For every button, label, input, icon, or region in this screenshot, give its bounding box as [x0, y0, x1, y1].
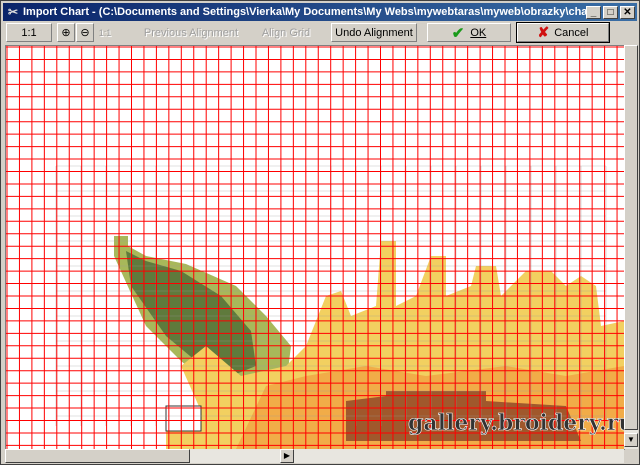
horizontal-scrollbar[interactable]: ▶	[5, 449, 624, 463]
chart-canvas[interactable]: gallery.broidery.ru	[5, 45, 625, 450]
checkmark-icon: ✔	[451, 24, 465, 42]
zoom-actual-button[interactable]: 1:1	[6, 23, 52, 42]
maximize-button[interactable]: □	[603, 5, 618, 19]
zoom-in-icon: ⊕	[61, 27, 71, 39]
title-bar[interactable]: ✂ Import Chart - (C:\Documents and Setti…	[3, 3, 637, 21]
zoom-out-button[interactable]: ⊖	[76, 23, 94, 42]
toolbar: 1:1 ⊕ ⊖ 1:1 Previous Alignment Align Gri…	[3, 22, 637, 44]
ok-button[interactable]: ✔ OK	[427, 23, 511, 42]
close-button[interactable]: ✕	[620, 5, 635, 19]
vertical-scrollbar[interactable]: ▼	[624, 45, 638, 449]
zoom-in-button[interactable]: ⊕	[57, 23, 75, 42]
horizontal-scroll-thumb[interactable]	[5, 449, 190, 463]
dark-green-area	[126, 251, 256, 376]
scroll-right-arrow[interactable]: ▶	[280, 449, 294, 463]
ok-label: OK	[470, 26, 487, 39]
scroll-down-arrow[interactable]: ▼	[624, 433, 638, 447]
fit-button[interactable]: 1:1	[96, 23, 114, 42]
align-grid-button[interactable]: Align Grid	[251, 23, 321, 42]
cancel-label: Cancel	[554, 26, 589, 39]
watermark-text: gallery.broidery.ru	[408, 410, 624, 436]
cancel-button[interactable]: ✘ Cancel	[516, 22, 610, 43]
x-icon: ✘	[537, 24, 550, 40]
alignment-grid	[6, 46, 624, 449]
window-title: Import Chart - (C:\Documents and Setting…	[23, 6, 586, 18]
chart-image[interactable]: gallery.broidery.ru	[6, 46, 624, 449]
previous-alignment-button[interactable]: Previous Alignment	[131, 23, 251, 42]
undo-alignment-button[interactable]: Undo Alignment	[331, 23, 417, 42]
vertical-scroll-thumb[interactable]	[624, 45, 638, 430]
app-icon: ✂	[7, 5, 19, 19]
minimize-button[interactable]: _	[586, 5, 601, 19]
white-cells	[165, 405, 202, 432]
zoom-out-icon: ⊖	[80, 27, 90, 39]
